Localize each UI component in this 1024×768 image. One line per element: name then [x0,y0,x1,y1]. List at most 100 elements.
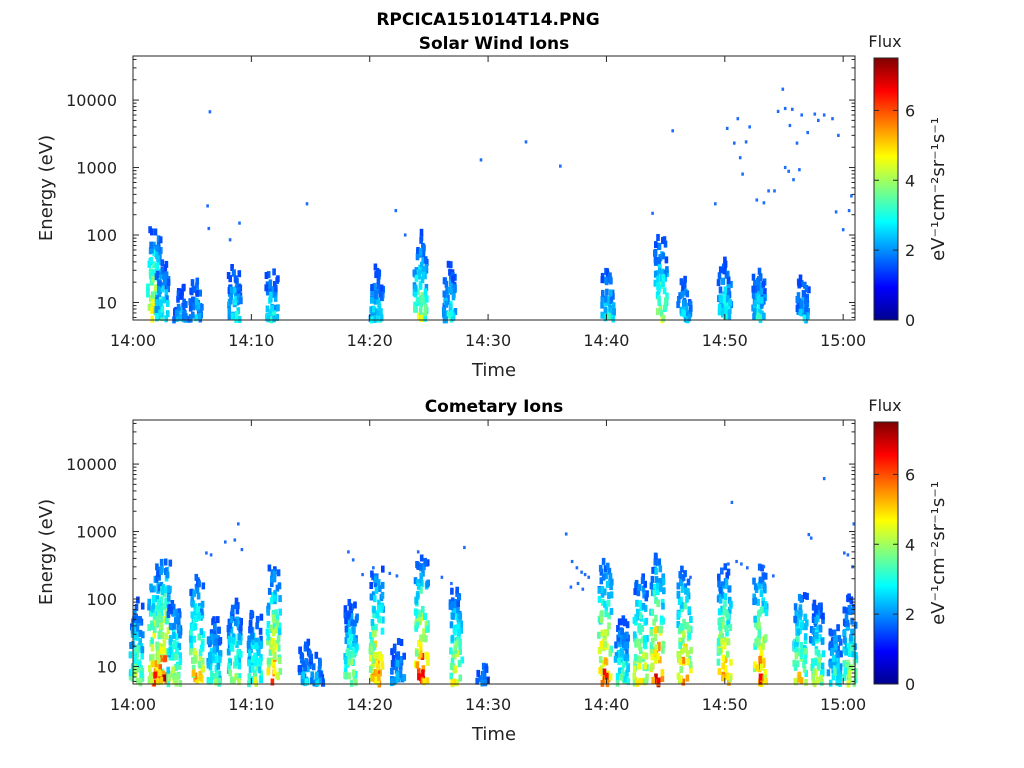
spectrogram-cell [626,665,630,672]
spectrogram-point [740,562,743,566]
spectrogram-cell [600,301,604,309]
spectrogram-cell [842,660,847,668]
y-axis-ticks: 10 100 1000 10000 [66,422,855,682]
spectrogram-cell [421,267,425,274]
spectrogram-cell [661,314,666,322]
spectrogram-cell [797,675,802,683]
spectrogram-cell [217,626,221,634]
spectrogram-cell [372,282,377,290]
spectrogram-cell [814,617,818,624]
spectrogram-cell [175,612,180,620]
x-tick-label: 14:30 [465,331,511,350]
spectrogram-point [575,566,579,570]
spectrogram-cell [150,228,154,236]
spectrogram-cell [762,582,766,590]
spectrogram-cell [257,657,262,665]
spectrogram-cell [724,582,728,590]
spectrogram-cell [838,673,842,681]
spectrogram-cell [376,579,381,587]
spectrogram-point [305,202,309,206]
spectrogram-cell [687,606,691,614]
spectrogram-cell [200,644,205,652]
spectrogram-cell [377,615,381,623]
spectrogram-cell [190,279,195,287]
spectrogram-cell [853,667,858,675]
spectrogram-cell [173,622,177,630]
spectrogram-cell [721,616,725,624]
spectrogram-cell [246,640,251,648]
spectrogram-cell [457,660,462,667]
spectrogram-point [773,189,776,193]
spectrogram-cell [312,679,317,687]
spectrogram-cell [423,314,428,322]
spectrogram-cell [632,616,637,624]
spectrogram-cell [378,584,382,592]
spectrogram-cell [374,669,379,677]
spectrogram-cell [793,641,798,649]
spectrogram-cell [198,649,203,657]
spectrogram-point [208,110,212,114]
spectrogram-cell [601,573,606,581]
spectrogram-cell [250,611,255,619]
spectrogram-cell [176,672,180,680]
spectrogram-cell [392,643,397,651]
spectrogram-cell [613,655,618,663]
spectrogram-cell [355,613,359,621]
spectrogram-cell [268,285,272,293]
spectrogram-cell [229,643,234,651]
spectrogram-cell [402,674,407,682]
spectrogram-cell [373,263,378,271]
spectrogram-cell [419,572,423,580]
spectrogram-cell [446,260,451,268]
spectrogram-cell [299,656,304,664]
spectrogram-cell [370,636,374,644]
spectrogram-cell [811,603,816,611]
spectrogram-cell [606,599,611,607]
spectrogram-cell [345,649,350,657]
spectrogram-cell [164,289,169,297]
spectrogram-cell [381,616,385,624]
spectrogram-cell [421,669,425,677]
spectrogram-cell [637,623,642,631]
spectrogram-cell [611,315,616,323]
spectrogram-cell [192,647,197,655]
spectrogram-cell [654,576,659,584]
spectrogram-point [587,575,590,579]
spectrogram-cell [177,611,182,619]
spectrogram-cell [721,654,726,662]
spectrogram-cell [159,676,164,684]
spectrogram-cell [166,310,170,318]
spectrogram-cell [399,656,403,663]
spectrogram-cell [162,616,166,623]
spectrogram-cell [657,299,662,306]
spectrogram-cell [607,612,611,620]
spectrogram-cell [148,665,152,672]
spectrogram-cell [601,557,606,565]
spectrogram-cell [426,658,430,666]
spectrogram-cell [717,668,722,675]
x-tick-label: 14:10 [228,331,274,350]
spectrogram-cell [168,646,173,654]
spectrogram-point [787,169,790,173]
spectrogram-cell [372,606,376,614]
spectrogram-cell [422,628,426,636]
spectrogram-cell [720,591,725,599]
spectrogram-cell [449,275,453,283]
spectrogram-cell [379,308,383,316]
spectrogram-cell [272,315,276,323]
spectrogram-point [822,113,826,117]
spectrogram-cell [606,674,611,682]
spectrogram-cell [164,632,169,640]
spectrogram-cell [351,648,355,655]
spectrogram-cell [689,616,693,623]
spectrogram-cell [751,285,755,293]
spectrogram-cell [147,624,151,632]
spectrogram-cell [274,626,278,634]
spectrogram-cell [801,290,806,297]
spectrogram-cell [182,298,186,306]
spectrogram-cell [655,291,660,299]
spectrogram-cell [717,618,721,626]
spectrogram-cell [718,647,722,655]
spectrogram-cell [167,674,171,682]
spectrogram-cell [212,616,216,624]
